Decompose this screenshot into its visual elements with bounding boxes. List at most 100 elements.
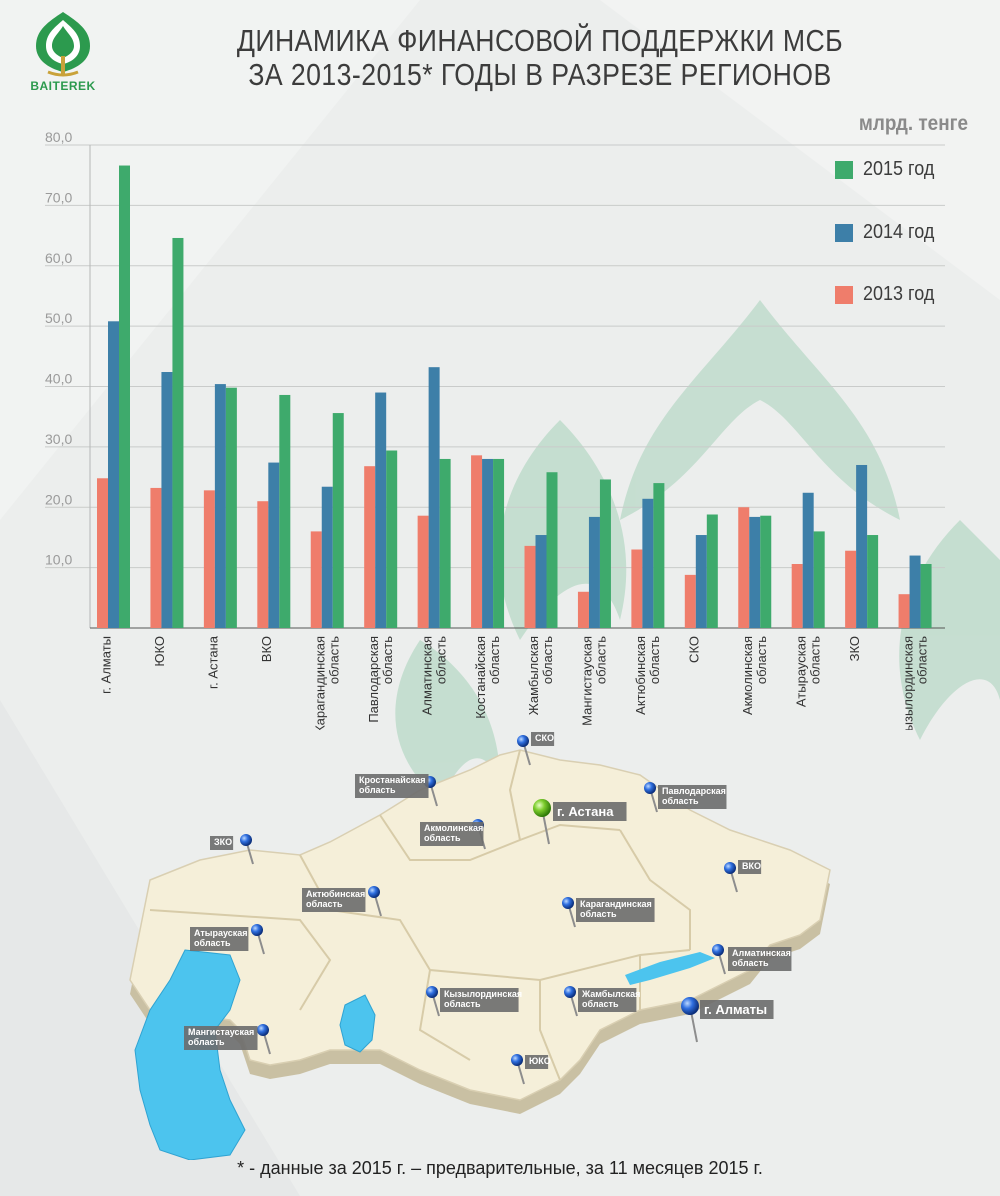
- logo-text: BAITEREK: [30, 79, 96, 93]
- bar-2014-год-15: [909, 555, 921, 628]
- bar-2013-год-14: [845, 550, 857, 628]
- page-title: ДИНАМИКА ФИНАНСОВОЙ ПОДДЕРЖКИ МСБ ЗА 201…: [205, 24, 876, 92]
- map-label-box: [658, 785, 727, 809]
- x-tick-label: Кызылординскаяобласть: [900, 636, 929, 730]
- map-pin-icon[interactable]: [368, 886, 380, 898]
- map-label-box: [525, 1055, 549, 1069]
- legend-swatch-2013: [835, 285, 853, 304]
- map-label-box: [184, 1026, 258, 1050]
- map-pin-icon[interactable]: [517, 735, 529, 747]
- map-pin-icon[interactable]: [257, 1024, 269, 1036]
- bar-2015-год-7: [493, 458, 505, 628]
- bar-2013-год-2: [203, 490, 215, 628]
- map-label: Кростанайская область: [359, 775, 426, 795]
- map-label-box: [553, 802, 627, 821]
- map-label-box: [578, 988, 637, 1012]
- map-pin-icon[interactable]: [251, 924, 263, 936]
- legend-label-2013: 2013 год: [863, 283, 935, 305]
- tree-emblem-icon: [36, 12, 90, 77]
- bar-2013-год-11: [684, 574, 696, 628]
- x-tick-label: Акмолинскаяобласть: [740, 636, 769, 715]
- bar-2013-год-4: [310, 531, 322, 628]
- y-tick-label: 40,0: [45, 371, 72, 387]
- bar-2014-год-1: [161, 372, 173, 628]
- y-tick-label: 60,0: [45, 250, 72, 266]
- x-tick-label: Карагандинскаяобласть: [312, 636, 341, 730]
- map-pin-icon[interactable]: [426, 986, 438, 998]
- map-label: Акмолинская область: [424, 823, 483, 843]
- map-label: Кызылординская область: [444, 989, 522, 1009]
- unit-label: млрд. тенге: [858, 112, 968, 135]
- bar-2015-год-12: [760, 515, 772, 628]
- bar-2013-год-10: [631, 549, 643, 628]
- map-label: г. Алматы: [704, 1002, 767, 1017]
- bar-2014-год-10: [642, 498, 654, 628]
- bar-2013-год-8: [524, 545, 536, 628]
- y-tick-label: 50,0: [45, 310, 72, 326]
- bar-2015-год-13: [813, 531, 825, 628]
- map-label-box: [420, 822, 484, 846]
- map-pin-icon[interactable]: [511, 1054, 523, 1066]
- y-tick-label: 30,0: [45, 431, 72, 447]
- bar-2014-год-6: [428, 367, 440, 628]
- map-label-box: [210, 836, 234, 850]
- bar-2014-год-2: [214, 384, 226, 628]
- map-label-box: [531, 732, 555, 746]
- legend-label-2015: 2015 год: [863, 158, 935, 180]
- bar-2013-год-0: [97, 478, 108, 628]
- title-line-1: ДИНАМИКА ФИНАНСОВОЙ ПОДДЕРЖКИ МСБ: [236, 23, 844, 58]
- map-pin-icon[interactable]: [562, 897, 574, 909]
- kazakhstan-map: СКО Кростанайская область г. Астана Павлодар…: [129, 732, 831, 1160]
- bar-2014-год-14: [856, 464, 868, 628]
- map-pin-icon[interactable]: [240, 834, 252, 846]
- map-label-box: [190, 927, 249, 951]
- bar-2013-год-3: [257, 501, 269, 628]
- map-label: Мангистауская область: [188, 1027, 254, 1047]
- map-pin-icon[interactable]: [644, 782, 656, 794]
- map-label-box: [738, 860, 762, 874]
- map-label: г. Астана: [557, 804, 614, 819]
- x-tick-label: ЗКО: [847, 636, 862, 661]
- bar-2014-год-13: [802, 492, 814, 628]
- bar-2014-год-5: [375, 392, 387, 628]
- bar-2015-год-5: [386, 450, 398, 628]
- x-tick-label: Алматинскаяобласть: [419, 636, 448, 716]
- bar-2013-год-13: [791, 564, 803, 628]
- bar-2013-год-6: [417, 515, 429, 628]
- map-label: ЮКО: [529, 1056, 551, 1066]
- x-tick-label: ЮКО: [152, 636, 167, 667]
- map-pin-icon[interactable]: [681, 997, 699, 1015]
- legend-swatch-2015: [835, 160, 853, 179]
- bar-2014-год-4: [321, 486, 333, 628]
- map-pin-icon[interactable]: [533, 799, 551, 817]
- x-tick-label: Костанайскаяобласть: [473, 636, 502, 719]
- y-tick-label: 20,0: [45, 491, 72, 507]
- bar-2015-год-8: [546, 472, 558, 628]
- x-tick-label: Актюбинскаяобласть: [633, 636, 662, 715]
- bar-2015-год-2: [225, 387, 237, 628]
- bar-chart: 10,0 20,0 30,0 40,0 50,0 60,0 70,0 80,0 г. Алмат…: [45, 130, 945, 730]
- map-label: Алматинская область: [732, 948, 791, 968]
- map-pin-icon[interactable]: [712, 944, 724, 956]
- bar-2015-год-15: [920, 564, 932, 628]
- legend-label-2014: 2014 год: [863, 221, 935, 243]
- map-pin-icon[interactable]: [564, 986, 576, 998]
- bar-2015-год-14: [867, 535, 879, 628]
- bar-2015-год-1: [172, 237, 184, 628]
- bar-2014-год-7: [482, 458, 494, 628]
- aral-sea: [339, 994, 376, 1053]
- map-label: СКО: [535, 733, 554, 743]
- bar-2014-год-0: [108, 321, 119, 628]
- bar-2013-год-7: [471, 455, 483, 628]
- map-label: Атырауская область: [194, 928, 248, 948]
- title-line-2: ЗА 2013-2015* ГОДЫ В РАЗРЕЗЕ РЕГИОНОВ: [248, 57, 832, 92]
- bar-2013-год-1: [150, 487, 162, 628]
- bar-2014-год-3: [268, 462, 280, 628]
- map-label: Карагандинская область: [580, 899, 652, 919]
- bar-2015-год-9: [599, 479, 611, 628]
- legend-item-2014: 2014 год: [835, 221, 942, 245]
- map-pin-icon[interactable]: [724, 862, 736, 874]
- map-label-box: [576, 898, 655, 922]
- x-tick-label: Мангистаускаяобласть: [580, 636, 609, 726]
